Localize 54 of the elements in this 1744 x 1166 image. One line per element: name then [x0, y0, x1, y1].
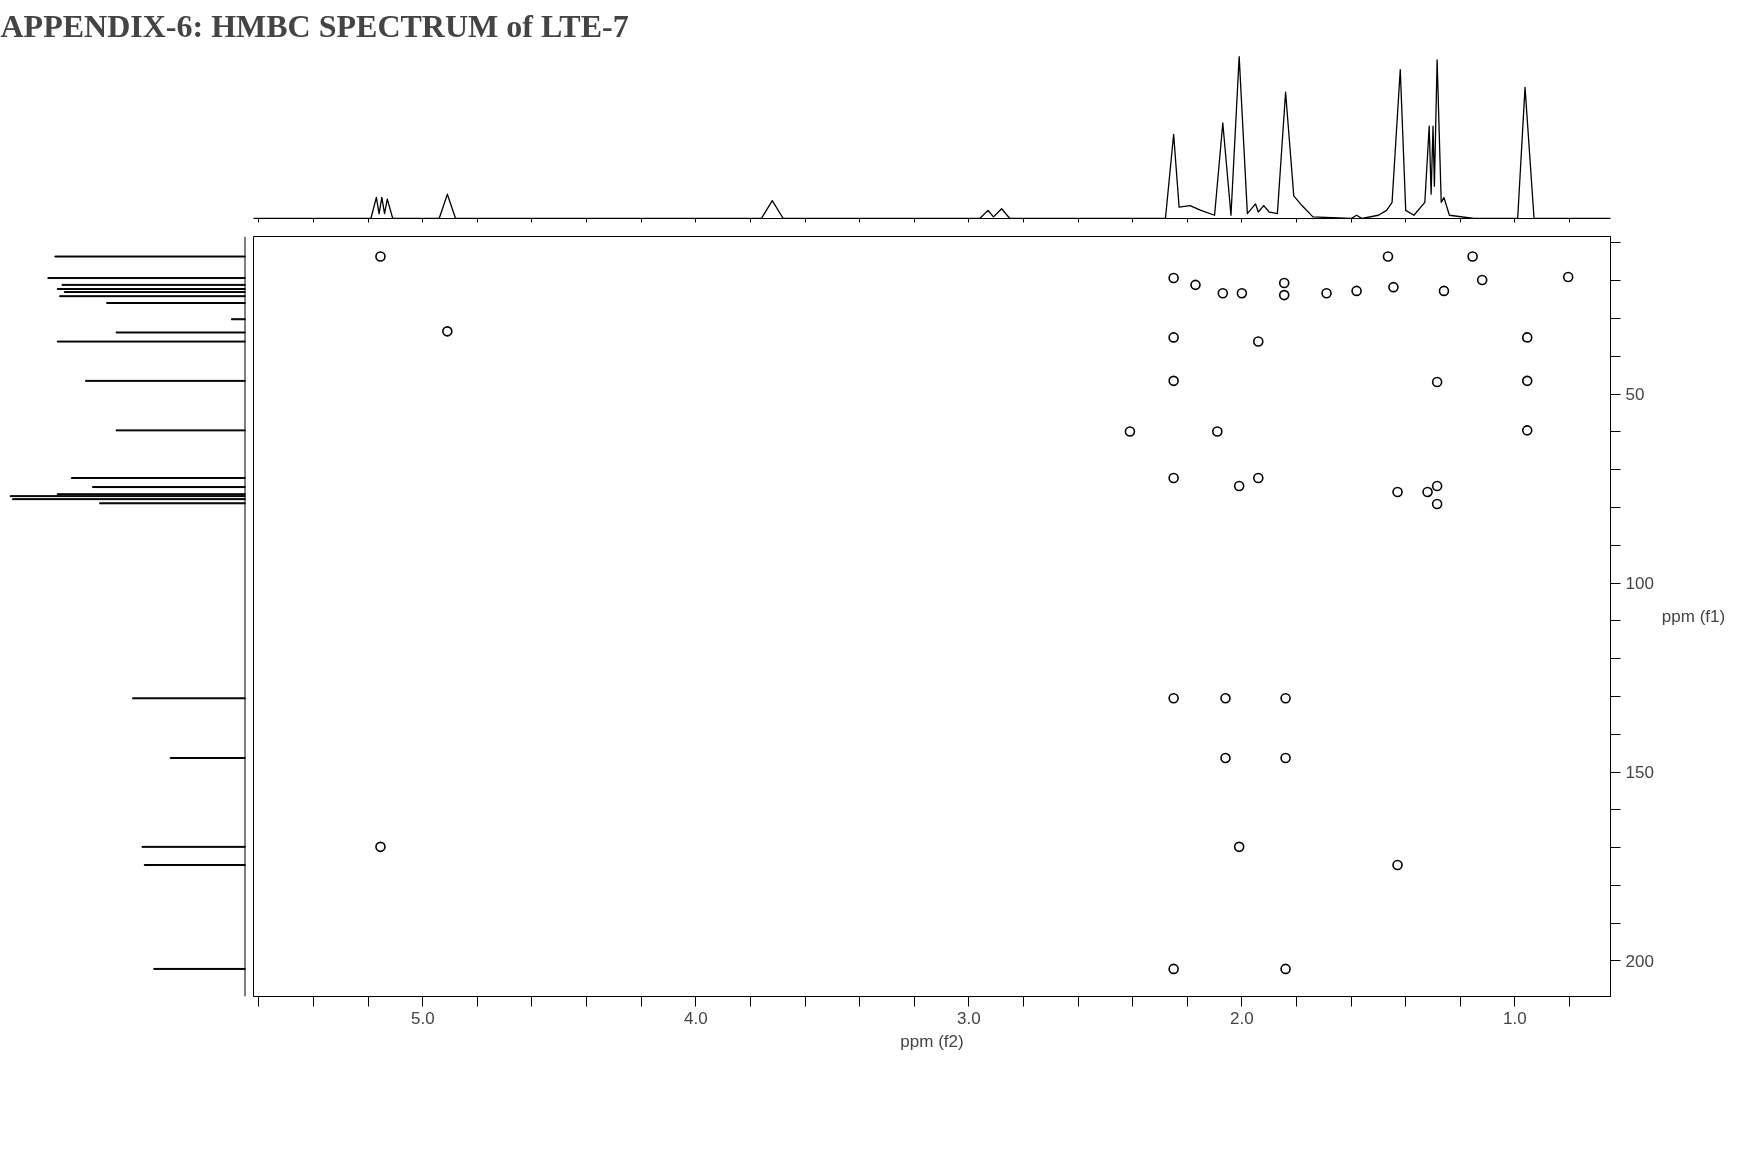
point — [1168, 693, 1179, 704]
x-tick-label: 3.0 — [957, 1008, 981, 1028]
point — [1168, 472, 1179, 484]
point — [1521, 375, 1533, 387]
point — [1233, 480, 1245, 492]
y-tick-label: 150 — [1625, 763, 1654, 783]
point — [1521, 425, 1533, 436]
y-tick-label: 200 — [1625, 951, 1654, 971]
point — [1562, 271, 1574, 283]
point — [1212, 426, 1223, 437]
point — [1321, 287, 1332, 299]
x-axis-title: ppm (f2) — [900, 1031, 964, 1051]
point — [1278, 277, 1290, 289]
point — [1280, 752, 1291, 764]
y-axis-title: ppm (f1) — [1661, 607, 1726, 626]
y-tick-label: 50 — [1625, 385, 1645, 405]
point — [1220, 752, 1231, 764]
point — [1280, 963, 1291, 975]
x-tick-label: 2.0 — [1230, 1008, 1254, 1028]
x-tick-label: 1.0 — [1503, 1008, 1527, 1028]
point — [1190, 279, 1201, 291]
point — [1382, 251, 1394, 262]
point — [1168, 963, 1179, 975]
point — [1431, 498, 1443, 510]
point — [1252, 336, 1264, 347]
x-tick-label: 5.0 — [410, 1008, 435, 1028]
point — [1438, 285, 1450, 297]
point — [1168, 332, 1179, 343]
point — [1168, 272, 1179, 284]
point — [1278, 289, 1290, 301]
point — [1521, 332, 1533, 343]
point — [1431, 376, 1443, 388]
point — [375, 251, 386, 262]
point — [1392, 486, 1403, 498]
point — [1220, 693, 1231, 704]
y-tick-label: 100 — [1625, 574, 1654, 594]
point — [442, 326, 453, 337]
point — [1168, 375, 1179, 387]
point — [1388, 281, 1399, 293]
x-tick-label: 4.0 — [684, 1008, 708, 1028]
point — [1422, 486, 1433, 498]
chart-title: APPENDIX-6: HMBC SPECTRUM of LTE-7 — [0, 7, 629, 44]
point — [375, 841, 386, 853]
point — [1233, 841, 1245, 853]
point — [1467, 251, 1478, 262]
point — [1124, 426, 1136, 437]
point — [1280, 693, 1291, 704]
point — [1476, 274, 1488, 286]
point — [1236, 287, 1248, 299]
point — [1252, 472, 1264, 484]
point — [1217, 287, 1229, 299]
point — [1351, 285, 1362, 297]
point — [1431, 480, 1443, 492]
point — [1392, 859, 1403, 871]
